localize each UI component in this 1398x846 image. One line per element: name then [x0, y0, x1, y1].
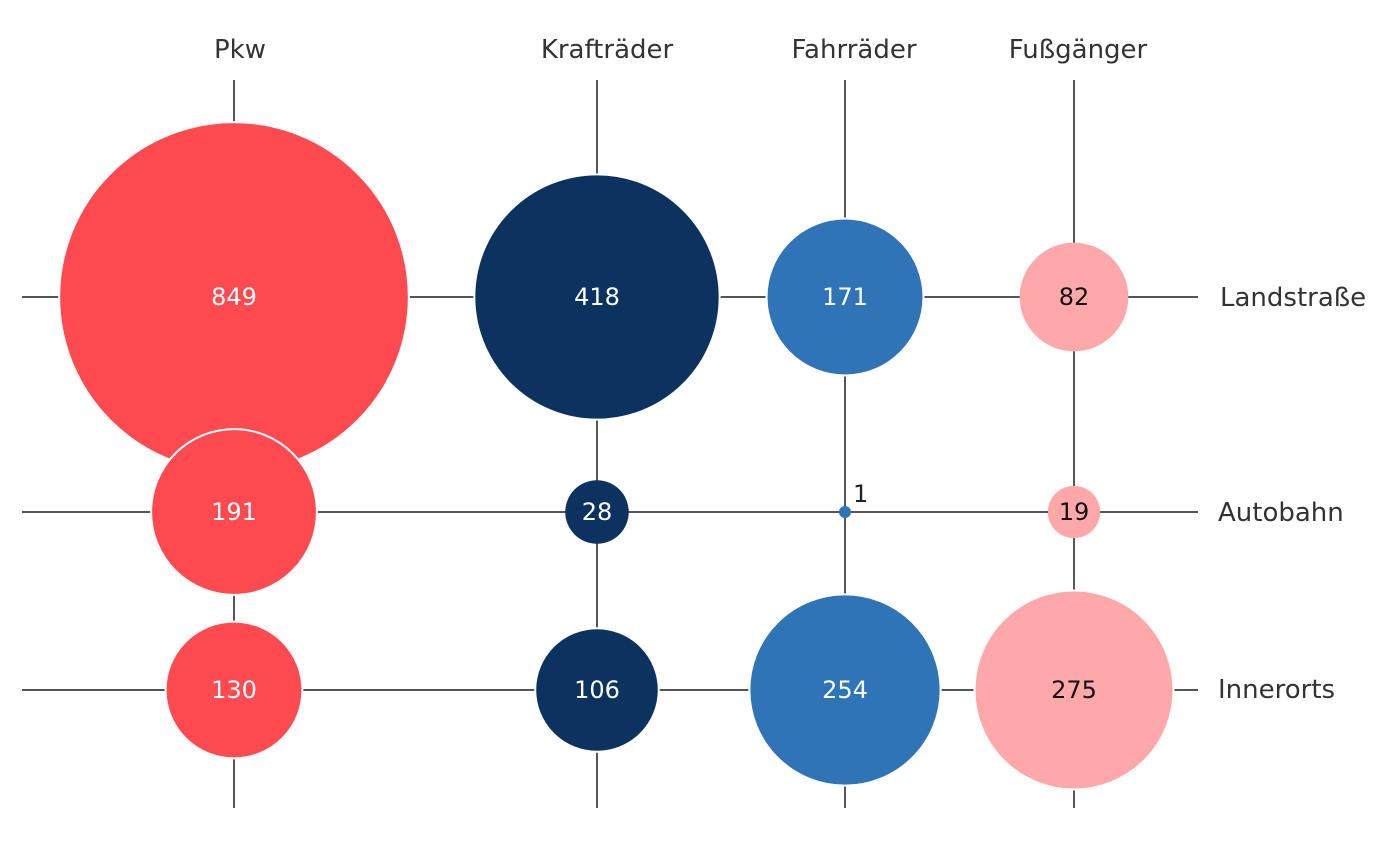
row-label-landstrasse: Landstraße	[1220, 283, 1366, 313]
row-label-innerorts: Innerorts	[1218, 675, 1335, 705]
value-label-fahrraeder-landstrasse: 171	[822, 283, 868, 311]
bubbles	[58, 121, 1175, 791]
bubble-kraftraeder-landstrasse	[473, 173, 721, 421]
bubble-fahrraeder-autobahn	[839, 506, 851, 518]
bubble-fussgaenger-innerorts	[973, 589, 1175, 791]
value-label-fahrraeder-autobahn: 1	[853, 480, 868, 508]
bubble-fussgaenger-landstrasse	[1019, 242, 1129, 352]
column-label-fahrraeder: Fahrräder	[791, 35, 916, 65]
bubble-fussgaenger-autobahn	[1047, 485, 1101, 539]
value-label-fussgaenger-innerorts: 275	[1051, 676, 1097, 704]
value-label-pkw-landstrasse: 849	[211, 283, 257, 311]
bubble-fahrraeder-landstrasse	[765, 217, 925, 377]
bubble-kraftraeder-autobahn	[565, 480, 629, 544]
bubble-pkw-innerorts	[164, 620, 304, 760]
value-label-pkw-innerorts: 130	[211, 676, 257, 704]
column-label-kraftraeder: Krafträder	[541, 35, 674, 65]
row-label-autobahn: Autobahn	[1218, 498, 1344, 528]
value-label-pkw-autobahn: 191	[211, 498, 257, 526]
value-label-kraftraeder-landstrasse: 418	[574, 283, 620, 311]
column-label-fussgaenger: Fußgänger	[1009, 35, 1148, 65]
value-label-kraftraeder-innerorts: 106	[574, 676, 620, 704]
bubble-kraftraeder-innerorts	[534, 627, 660, 753]
value-labels: 849 191 130 418 28 106 171 1 254 82 19 275	[211, 283, 1097, 704]
column-label-pkw: Pkw	[214, 35, 266, 65]
value-label-fahrraeder-innerorts: 254	[822, 676, 868, 704]
value-label-kraftraeder-autobahn: 28	[582, 498, 613, 526]
bubble-fahrraeder-innerorts	[748, 593, 942, 787]
bubble-pkw-autobahn	[150, 428, 318, 596]
value-label-fussgaenger-autobahn: 19	[1059, 498, 1090, 526]
value-label-fussgaenger-landstrasse: 82	[1059, 283, 1090, 311]
